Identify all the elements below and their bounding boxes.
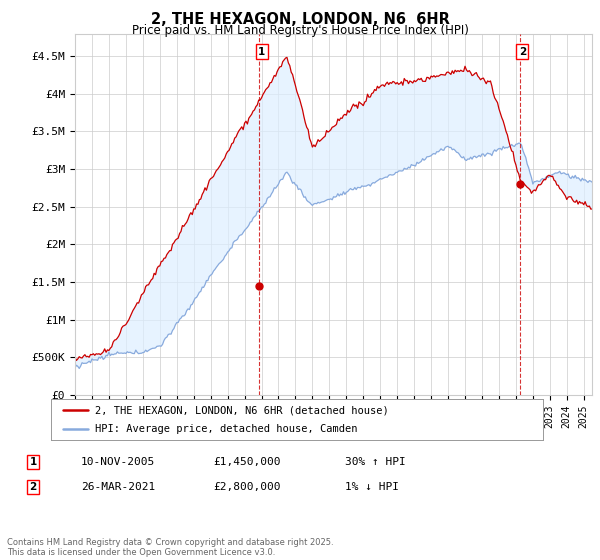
Text: 10-NOV-2005: 10-NOV-2005 [81,457,155,467]
Text: 1% ↓ HPI: 1% ↓ HPI [345,482,399,492]
Text: 2: 2 [29,482,37,492]
Text: 30% ↑ HPI: 30% ↑ HPI [345,457,406,467]
Text: 1: 1 [258,46,265,57]
Text: Contains HM Land Registry data © Crown copyright and database right 2025.
This d: Contains HM Land Registry data © Crown c… [7,538,334,557]
Text: HPI: Average price, detached house, Camden: HPI: Average price, detached house, Camd… [95,424,358,433]
Text: 2, THE HEXAGON, LONDON, N6  6HR: 2, THE HEXAGON, LONDON, N6 6HR [151,12,449,27]
Text: 2: 2 [519,46,526,57]
Text: £2,800,000: £2,800,000 [213,482,281,492]
Text: Price paid vs. HM Land Registry's House Price Index (HPI): Price paid vs. HM Land Registry's House … [131,24,469,37]
Text: £1,450,000: £1,450,000 [213,457,281,467]
Text: 26-MAR-2021: 26-MAR-2021 [81,482,155,492]
Text: 1: 1 [29,457,37,467]
Text: 2, THE HEXAGON, LONDON, N6 6HR (detached house): 2, THE HEXAGON, LONDON, N6 6HR (detached… [95,405,389,415]
